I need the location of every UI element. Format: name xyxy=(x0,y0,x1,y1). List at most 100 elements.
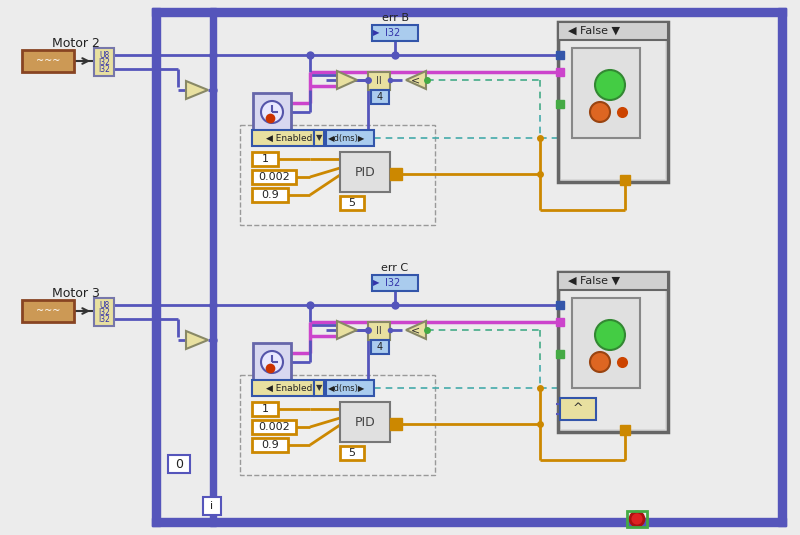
Bar xyxy=(371,90,389,104)
Bar xyxy=(368,72,390,90)
Polygon shape xyxy=(186,331,208,349)
Bar xyxy=(22,50,74,72)
Bar xyxy=(561,275,665,429)
Circle shape xyxy=(630,512,644,526)
Bar xyxy=(152,8,160,526)
Text: 5: 5 xyxy=(349,198,355,208)
Text: ~~~: ~~~ xyxy=(36,306,60,316)
Bar xyxy=(340,196,364,210)
Text: I32: I32 xyxy=(98,57,110,66)
Text: ◀ Enabled: ◀ Enabled xyxy=(266,134,312,142)
Bar xyxy=(253,343,291,381)
Bar xyxy=(572,298,640,388)
Text: II: II xyxy=(376,76,382,86)
Text: 0.9: 0.9 xyxy=(261,440,279,450)
Bar xyxy=(252,420,296,434)
Text: 4: 4 xyxy=(377,342,383,352)
Text: PID: PID xyxy=(354,416,375,429)
Text: ◀ False ▼: ◀ False ▼ xyxy=(568,276,620,286)
Bar xyxy=(558,272,668,290)
Polygon shape xyxy=(186,81,208,99)
Text: i: i xyxy=(210,501,214,511)
Text: <: < xyxy=(411,325,421,335)
Bar xyxy=(152,8,786,16)
Text: ^: ^ xyxy=(573,402,583,416)
Text: 0.002: 0.002 xyxy=(258,172,290,182)
Text: ◀ False ▼: ◀ False ▼ xyxy=(568,26,620,36)
Bar xyxy=(94,48,114,76)
Bar xyxy=(372,275,418,291)
Bar xyxy=(168,455,190,473)
Text: I32: I32 xyxy=(98,315,110,324)
Text: 0.9: 0.9 xyxy=(261,190,279,200)
Text: 1: 1 xyxy=(262,404,269,414)
Circle shape xyxy=(595,320,625,350)
Text: 1: 1 xyxy=(262,154,269,164)
Bar xyxy=(556,318,564,326)
Bar xyxy=(203,497,221,515)
Circle shape xyxy=(261,351,283,373)
Circle shape xyxy=(590,352,610,372)
Bar xyxy=(558,22,668,40)
Text: U8: U8 xyxy=(99,301,109,310)
Text: ▼: ▼ xyxy=(316,134,322,142)
Text: U8: U8 xyxy=(99,50,109,59)
Bar xyxy=(326,380,374,396)
Bar xyxy=(558,22,668,182)
Circle shape xyxy=(595,70,625,100)
Bar xyxy=(572,48,640,138)
Text: ◀ Enabled: ◀ Enabled xyxy=(266,384,312,393)
Text: 0.002: 0.002 xyxy=(258,422,290,432)
Bar xyxy=(252,402,278,416)
Polygon shape xyxy=(406,71,426,89)
Bar xyxy=(560,398,596,420)
Polygon shape xyxy=(337,71,357,89)
Text: err B: err B xyxy=(382,13,409,23)
Polygon shape xyxy=(337,321,357,339)
Bar xyxy=(314,130,324,146)
Text: ▼: ▼ xyxy=(316,384,322,393)
Bar xyxy=(252,380,314,396)
Text: I32: I32 xyxy=(386,28,401,38)
Bar xyxy=(371,340,389,354)
Bar xyxy=(627,511,647,527)
Bar xyxy=(558,272,668,432)
Text: Motor 2: Motor 2 xyxy=(52,36,100,50)
Bar xyxy=(22,300,74,322)
Bar xyxy=(314,380,324,396)
Bar xyxy=(620,425,630,435)
Text: 4: 4 xyxy=(377,92,383,102)
Bar xyxy=(390,168,402,180)
Circle shape xyxy=(261,101,283,123)
Text: <: < xyxy=(411,75,421,85)
Bar xyxy=(556,51,564,59)
Text: Motor 3: Motor 3 xyxy=(52,287,100,300)
Bar xyxy=(368,322,390,340)
Text: I32: I32 xyxy=(98,65,110,73)
Bar xyxy=(561,25,665,179)
Text: ▶: ▶ xyxy=(373,28,379,37)
Text: ◀d(ms)▶: ◀d(ms)▶ xyxy=(328,134,366,142)
Bar xyxy=(556,301,564,309)
Bar xyxy=(778,8,786,526)
Bar xyxy=(556,68,564,76)
Bar xyxy=(390,418,402,430)
Bar xyxy=(556,100,564,108)
Circle shape xyxy=(590,102,610,122)
Text: err C: err C xyxy=(382,263,409,273)
Bar xyxy=(152,518,786,526)
Bar xyxy=(252,438,288,452)
Bar xyxy=(252,130,314,146)
Text: 0: 0 xyxy=(175,457,183,470)
Bar xyxy=(253,93,291,131)
Bar xyxy=(210,8,216,526)
Bar xyxy=(326,130,374,146)
Bar xyxy=(252,152,278,166)
Bar xyxy=(94,298,114,326)
Text: PID: PID xyxy=(354,165,375,179)
Bar xyxy=(240,125,435,225)
Bar xyxy=(240,375,435,475)
Text: 5: 5 xyxy=(349,448,355,458)
Bar xyxy=(556,350,564,358)
Polygon shape xyxy=(406,321,426,339)
